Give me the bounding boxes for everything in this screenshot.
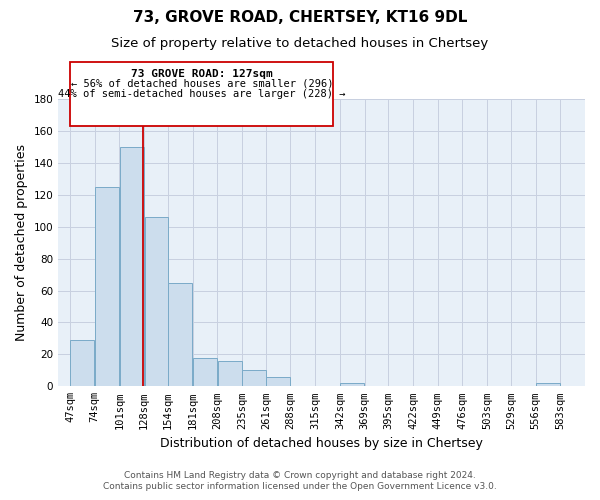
- Bar: [95, 187, 119, 386]
- Text: 73, GROVE ROAD, CHERTSEY, KT16 9DL: 73, GROVE ROAD, CHERTSEY, KT16 9DL: [133, 10, 467, 25]
- X-axis label: Distribution of detached houses by size in Chertsey: Distribution of detached houses by size …: [160, 437, 483, 450]
- Bar: [340, 383, 364, 386]
- Y-axis label: Number of detached properties: Number of detached properties: [15, 144, 28, 341]
- Bar: [120, 147, 144, 386]
- Text: Contains public sector information licensed under the Open Government Licence v3: Contains public sector information licen…: [103, 482, 497, 491]
- Text: ← 56% of detached houses are smaller (296): ← 56% of detached houses are smaller (29…: [71, 79, 333, 89]
- Bar: [242, 370, 266, 386]
- Text: 44% of semi-detached houses are larger (228) →: 44% of semi-detached houses are larger (…: [58, 89, 346, 99]
- Text: Contains HM Land Registry data © Crown copyright and database right 2024.: Contains HM Land Registry data © Crown c…: [124, 471, 476, 480]
- Bar: [266, 376, 290, 386]
- Bar: [168, 282, 192, 387]
- Bar: [70, 340, 94, 386]
- Bar: [193, 358, 217, 386]
- Bar: [218, 361, 242, 386]
- Text: 73 GROVE ROAD: 127sqm: 73 GROVE ROAD: 127sqm: [131, 69, 272, 79]
- Bar: [145, 217, 169, 386]
- Bar: [536, 383, 560, 386]
- Text: Size of property relative to detached houses in Chertsey: Size of property relative to detached ho…: [112, 38, 488, 51]
